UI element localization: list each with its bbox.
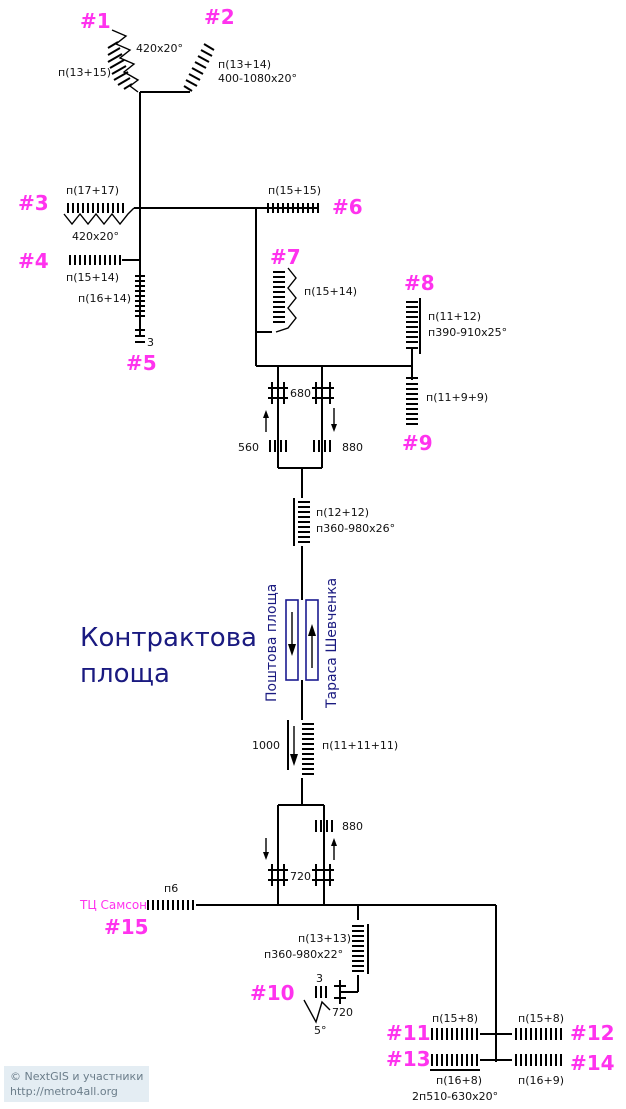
exit-15-stairs-label: п6	[164, 882, 178, 895]
exit-number-13[interactable]: #13	[386, 1047, 431, 1071]
exit-number-3[interactable]: #3	[18, 191, 49, 215]
upper-stair-label: п(12+12)	[316, 506, 369, 519]
exit-number-1[interactable]: #1	[80, 9, 111, 33]
stair-exit-9	[406, 377, 418, 425]
exit-number-9[interactable]: #9	[402, 431, 433, 455]
exit-13-stairs-label: п(16+8)	[436, 1074, 482, 1087]
bottom-stair-label: п(13+13)	[298, 932, 351, 945]
exit-number-12[interactable]: #12	[570, 1021, 615, 1045]
exit-8-stairs-label: п(11+12)	[428, 310, 481, 323]
exit-2-dimension-label: 400-1080x20°	[218, 72, 297, 85]
stair-exit-4	[69, 255, 140, 265]
stair-exit-2	[183, 43, 215, 92]
exit-6-stairs-label: п(15+15)	[268, 184, 321, 197]
stair-exit-8	[406, 298, 421, 354]
exit-9-stairs-label: п(11+9+9)	[426, 391, 488, 404]
bottom-stair-dimension-label: п360-980x22°	[264, 948, 343, 961]
exit-1-stairs-label: п(13+15)	[58, 66, 111, 79]
exit-5-steps-label: 3	[147, 336, 154, 349]
lower-gate-width-label: 720	[290, 870, 311, 883]
exit-10-steps-label: 3	[316, 972, 323, 985]
lower-right-label: 880	[342, 820, 363, 833]
copyright-box: © NextGIS и участники http://metro4all.o…	[4, 1066, 150, 1102]
exit-7-stairs-label: п(15+14)	[304, 285, 357, 298]
stair-exit-10	[303, 980, 346, 1024]
stair-exit-11	[431, 1028, 478, 1040]
bottom-stair	[352, 924, 369, 974]
lower-gates	[263, 820, 337, 886]
upper-escalator	[293, 498, 310, 546]
upper-left-label: 560	[238, 441, 259, 454]
exit-number-10[interactable]: #10	[250, 981, 295, 1005]
station-name-line2: площа	[80, 659, 170, 689]
exit-2-stairs-label: п(13+14)	[218, 58, 271, 71]
exit-3-dimension-label: 420x20°	[72, 230, 119, 243]
upper-right-label: 880	[342, 441, 363, 454]
exit-number-15[interactable]: #15	[104, 915, 149, 939]
platform-left-label: Поштова площа	[264, 584, 280, 702]
lower-escalator-length-label: 1000	[252, 739, 280, 752]
platform-right-label: Тараса Шевченка	[324, 578, 340, 709]
upper-gate-width-label: 680	[290, 387, 311, 400]
lower-escalator	[287, 720, 314, 775]
upper-gates	[263, 382, 337, 452]
exit-number-8[interactable]: #8	[404, 271, 435, 295]
stair-exit-13	[430, 1054, 480, 1071]
exit-number-14[interactable]: #14	[570, 1051, 615, 1075]
exit-number-6[interactable]: #6	[332, 195, 363, 219]
exit-number-11[interactable]: #11	[386, 1021, 431, 1045]
exit-4-stairs-label: п(15+14)	[66, 271, 119, 284]
platforms	[285, 599, 319, 681]
exit-8-dimension-label: п390-910x25°	[428, 326, 507, 339]
stair-exit-6	[267, 203, 319, 213]
stair-exit-15	[147, 900, 194, 910]
copyright-text: © NextGIS и участники	[10, 1070, 144, 1083]
mall-label[interactable]: ТЦ Самсон	[79, 898, 147, 912]
stair-exit-14	[515, 1054, 562, 1066]
exit-11-stairs-label: п(15+8)	[432, 1012, 478, 1025]
exit-10-width-label: 720	[332, 1006, 353, 1019]
exit-number-4[interactable]: #4	[18, 249, 49, 273]
exit-5-stairs-label: п(16+14)	[78, 292, 131, 305]
exit-number-7[interactable]: #7	[270, 245, 301, 269]
stair-exit-5	[135, 275, 145, 343]
stair-exit-3	[63, 203, 135, 226]
upper-stair-dimension-label: п360-980x26°	[316, 522, 395, 535]
exit-number-5[interactable]: #5	[126, 351, 157, 375]
stair-exit-7	[273, 267, 297, 333]
stair-exit-1	[107, 29, 140, 93]
exit-number-2[interactable]: #2	[204, 5, 235, 29]
lower-escalator-label: п(11+11+11)	[322, 739, 398, 752]
exit-13-dimension-label: 2п510-630x20°	[412, 1090, 498, 1103]
exit-14-stairs-label: п(16+9)	[518, 1074, 564, 1087]
station-name-line1: Контрактова	[80, 623, 257, 653]
copyright-link[interactable]: http://metro4all.org	[10, 1085, 118, 1098]
stair-exit-12	[515, 1028, 562, 1040]
exit-3-stairs-label: п(17+17)	[66, 184, 119, 197]
corridors	[134, 91, 512, 1062]
exit-10-angle-label: 5°	[314, 1024, 327, 1037]
exit-12-stairs-label: п(15+8)	[518, 1012, 564, 1025]
exit-1-dimension-label: 420x20°	[136, 42, 183, 55]
